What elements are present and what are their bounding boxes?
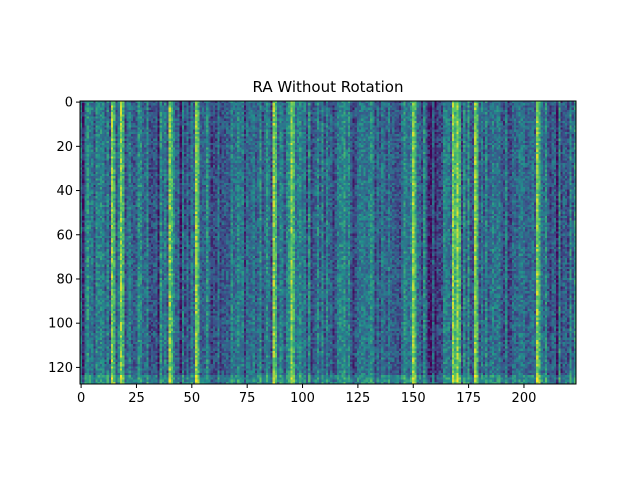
y-tick-label: 0 [65, 96, 73, 111]
heatmap-image [80, 101, 576, 384]
x-tick-label: 0 [77, 391, 85, 406]
x-tick-label: 150 [401, 391, 426, 406]
x-tick-label: 175 [456, 391, 481, 406]
y-tick-label: 100 [48, 317, 73, 332]
y-tick-label: 40 [56, 184, 73, 199]
x-tick-label: 25 [128, 391, 145, 406]
y-tick-label: 120 [48, 361, 73, 376]
plot-frame [79, 100, 577, 385]
x-axis: 0 25 50 75 100 125 150 175 200 [77, 384, 536, 406]
x-tick-label: 125 [345, 391, 370, 406]
y-tick-label: 60 [56, 228, 73, 243]
heatmap-cells [80, 101, 576, 384]
x-tick-label: 200 [512, 391, 537, 406]
x-tick-label: 75 [239, 391, 256, 406]
x-tick-label: 50 [184, 391, 201, 406]
y-tick-label: 80 [56, 272, 73, 287]
y-axis: 0 20 40 60 80 100 120 [48, 96, 80, 376]
x-tick-label: 100 [290, 391, 315, 406]
y-tick-label: 20 [56, 140, 73, 155]
chart-title: RA Without Rotation [253, 78, 404, 96]
